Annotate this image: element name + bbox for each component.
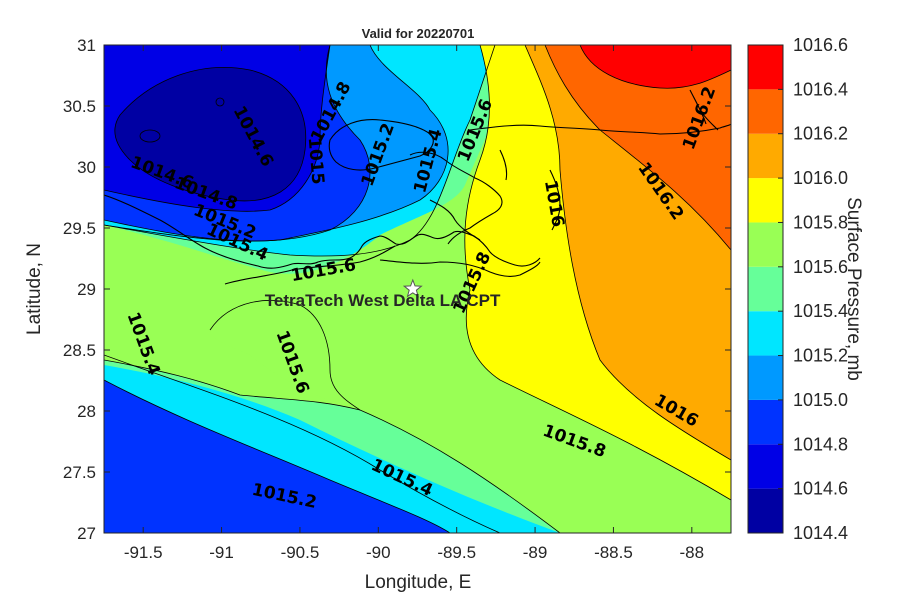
x-axis-label: Longitude, E — [365, 572, 472, 593]
contour-line — [104, 45, 331, 212]
colorbar-tick-label: 1016.0 — [793, 168, 848, 188]
station-label: TetraTech West Delta LA CPT — [265, 291, 501, 310]
colorbar-swatch — [748, 399, 783, 445]
band-1014-4-pocket — [206, 91, 251, 124]
colorbar-swatch — [748, 266, 783, 312]
y-axis-ticks: 31 30.5 30 29.5 29 28.5 28 27.5 27 — [63, 36, 731, 543]
colorbar-swatch — [748, 178, 783, 223]
contour-line — [104, 45, 371, 242]
contour-line — [544, 45, 731, 251]
contour-line — [579, 45, 731, 89]
y-tick-label: 28.5 — [63, 341, 96, 360]
contour-line — [139, 129, 161, 143]
band-1016-4-1016-6 — [580, 45, 731, 89]
x-tick-label: -88.5 — [594, 543, 633, 562]
x-tick-label: -90 — [366, 543, 391, 562]
coastline-mississippi — [469, 123, 731, 135]
y-tick-label: 27 — [77, 524, 96, 543]
station[interactable]: TetraTech West Delta LA CPT — [265, 278, 501, 310]
colorbar: 1014.4 1014.6 1014.8 1015.0 1015.2 1015.4 1015… — [747, 35, 864, 543]
y-axis-label: Latitude, N — [24, 243, 45, 335]
x-tick-label: -88 — [680, 543, 705, 562]
y-tick-label: 31 — [77, 36, 96, 55]
station-star-icon[interactable] — [402, 278, 423, 298]
colorbar-label: Surface Pressure, mb — [843, 197, 864, 381]
x-axis-ticks: -91.5 -91 -90.5 -90 -89.5 -89 -88.5 -88 — [124, 45, 704, 562]
contour-lines — [104, 45, 731, 533]
colorbar-tick-label: 1015.0 — [793, 390, 848, 410]
contour-line — [209, 299, 361, 411]
colorbar-swatch — [748, 133, 783, 179]
colorbar-swatch — [748, 45, 783, 90]
contour-line — [104, 359, 561, 533]
coastline-mobile-bay — [689, 89, 719, 131]
coastline-shore — [224, 245, 396, 285]
x-tick-label: -91.5 — [124, 543, 163, 562]
colorbar-swatch — [748, 222, 783, 267]
colorbar-swatch — [748, 444, 783, 489]
contour-line — [114, 67, 307, 202]
colorbar-frame — [747, 44, 784, 534]
y-tick-label: 27.5 — [63, 463, 96, 482]
contour-line — [104, 45, 496, 257]
colorbar-tick-label: 1014.8 — [793, 434, 848, 454]
coastline-delta-marsh — [409, 149, 508, 245]
y-tick-label: 30 — [77, 158, 96, 177]
colorbar-tick-label: 1014.4 — [793, 523, 848, 543]
x-tick-label: -89.5 — [437, 543, 476, 562]
contour-line — [104, 379, 451, 533]
colorbar-tick-label: 1016.4 — [793, 79, 848, 99]
band-1014-4-1014-6 — [114, 67, 306, 201]
coastline-delta-south — [379, 259, 541, 277]
colorbar-tick-label: 1015.6 — [793, 257, 848, 277]
colorbar-swatch — [748, 89, 783, 134]
colorbar-tick-label: 1015.2 — [793, 346, 848, 366]
colorbar-tick-label: 1016.2 — [793, 124, 848, 144]
contour-line — [524, 45, 731, 461]
band-1016-2-1016-4 — [545, 45, 731, 250]
y-tick-label: 28 — [77, 402, 96, 421]
x-tick-label: -90.5 — [281, 543, 320, 562]
coastline-chandeleur — [549, 169, 561, 231]
y-tick-label: 30.5 — [63, 97, 96, 116]
colorbar-tick-label: 1014.6 — [793, 479, 848, 499]
colorbar-ticks: 1014.4 1014.6 1014.8 1015.0 1015.2 1015.4 1015… — [778, 35, 848, 543]
x-tick-label: -91 — [209, 543, 234, 562]
colorbar-swatches — [748, 45, 783, 533]
y-tick-label: 29.5 — [63, 219, 96, 238]
colorbar-tick-label: 1015.8 — [793, 212, 848, 232]
contour-label: 1015 — [304, 136, 328, 185]
colorbar-tick-label: 1015.4 — [793, 301, 848, 321]
colorbar-tick-label: 1016.6 — [793, 35, 848, 55]
y-tick-label: 29 — [77, 280, 96, 299]
coastline-lake-pontchartrain — [328, 119, 434, 171]
band-1015-6-west-lobe — [210, 300, 360, 410]
colorbar-swatch — [748, 355, 783, 400]
contour-line — [104, 354, 501, 533]
colorbar-swatch — [748, 488, 783, 533]
contour-line — [104, 45, 449, 242]
colorbar-swatch — [748, 311, 783, 356]
contour-line — [464, 45, 731, 501]
coastline — [104, 89, 731, 285]
plot-title: Valid for 20220701 — [362, 26, 475, 41]
contour-line — [215, 97, 225, 107]
x-tick-label: -89 — [523, 543, 548, 562]
